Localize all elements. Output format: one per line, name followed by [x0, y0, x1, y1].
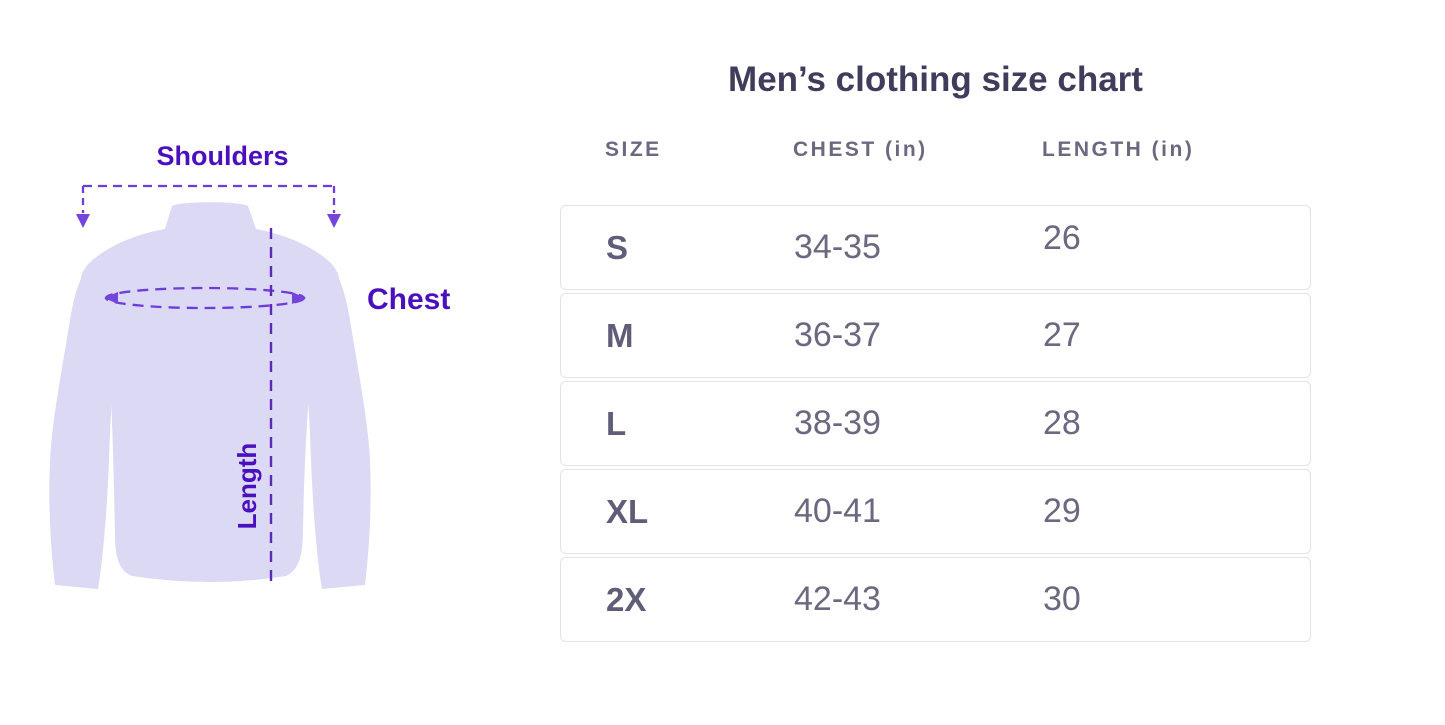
length-cell: 30: [1043, 580, 1081, 618]
shirt-illustration: [49, 184, 371, 589]
table-row: M 36-37 27: [560, 293, 1311, 378]
size-cell: XL: [606, 492, 649, 530]
shoulders-label: Shoulders: [156, 141, 289, 171]
size-cell: L: [606, 404, 627, 442]
chest-label: Chest: [367, 283, 451, 316]
table-header-row: SIZE CHEST (in) LENGTH (in): [560, 138, 1311, 162]
header-length: LENGTH (in): [1042, 138, 1195, 161]
shoulders-measure-line: [81, 184, 336, 213]
length-label: Length: [232, 442, 262, 530]
table-row: 2X 42-43 30: [560, 557, 1311, 642]
size-table: S 34-35 26 M 36-37 27 L 38-39 28 XL 40-4…: [560, 205, 1311, 642]
chest-arrow-left-icon: [104, 292, 118, 304]
size-cell: M: [606, 316, 634, 354]
length-cell: 26: [1043, 219, 1081, 257]
chest-cell: 34-35: [794, 228, 881, 266]
shoulders-arrow-right-icon: [327, 214, 341, 228]
shirt-body: [81, 202, 339, 582]
table-row: L 38-39 28: [560, 381, 1311, 466]
length-cell: 28: [1043, 404, 1081, 442]
table-row: XL 40-41 29: [560, 469, 1311, 554]
shirt-left-sleeve: [49, 258, 124, 589]
size-cell: S: [606, 228, 629, 266]
length-cell: 27: [1043, 316, 1081, 354]
chest-cell: 38-39: [794, 404, 881, 442]
shoulders-arrow-left-icon: [76, 214, 90, 228]
header-chest: CHEST (in): [793, 138, 928, 161]
size-cell: 2X: [606, 580, 647, 618]
chest-cell: 42-43: [794, 580, 881, 618]
header-size: SIZE: [605, 138, 662, 161]
chest-cell: 36-37: [794, 316, 881, 354]
shirt-right-sleeve: [296, 258, 371, 589]
table-row: S 34-35 26: [560, 205, 1311, 290]
chest-cell: 40-41: [794, 492, 881, 530]
length-cell: 29: [1043, 492, 1081, 530]
page-title: Men’s clothing size chart: [728, 60, 1143, 99]
chest-arrow-right-icon: [292, 292, 306, 304]
